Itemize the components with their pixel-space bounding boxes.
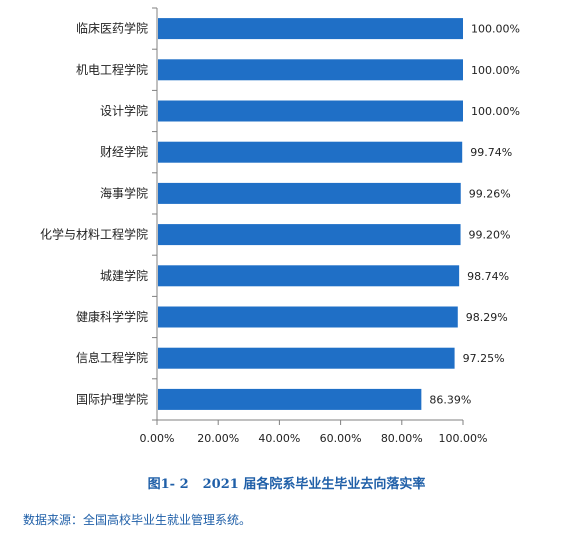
axis-layer	[152, 7, 464, 425]
bar-chart: 0.00% 20.00% 40.00% 60.00% 80.00% 100.00% 临床医药…	[40, 7, 520, 445]
x-tick-label: 60.00%	[320, 432, 362, 445]
data-source-note: 数据来源：全国高校毕业生就业管理系统。	[23, 513, 252, 527]
bar	[158, 59, 463, 81]
category-label: 城建学院	[100, 268, 148, 283]
value-label: 100.00%	[471, 23, 520, 36]
bars-layer	[158, 18, 463, 410]
category-label: 设计学院	[100, 103, 148, 118]
value-label: 98.29%	[466, 311, 508, 324]
bar	[158, 224, 461, 246]
category-label: 机电工程学院	[76, 62, 148, 77]
bar	[158, 18, 463, 40]
figure-title: 2021 届各院系毕业生毕业去向落实率	[202, 477, 426, 492]
x-tick-label: 40.00%	[258, 432, 300, 445]
value-label: 99.74%	[470, 146, 512, 159]
bar	[158, 388, 422, 410]
bar	[158, 265, 460, 287]
value-label: 99.26%	[469, 187, 511, 200]
value-label: 97.25%	[463, 352, 505, 365]
value-label: 99.20%	[469, 229, 511, 242]
bar	[158, 182, 461, 204]
figure-caption: 图1- 2 2021 届各院系毕业生毕业去向落实率	[0, 473, 573, 492]
category-label: 健康科学学院	[76, 309, 148, 324]
bar	[158, 141, 463, 163]
category-label: 海事学院	[100, 185, 148, 200]
value-label: 100.00%	[471, 64, 520, 77]
bar	[158, 306, 458, 328]
bar	[158, 347, 455, 369]
category-label: 化学与材料工程学院	[40, 227, 148, 242]
category-label: 国际护理学院	[76, 391, 148, 406]
x-tick-label: 20.00%	[197, 432, 239, 445]
category-label: 财经学院	[100, 144, 148, 159]
x-tick-label: 100.00%	[439, 432, 488, 445]
x-tick-label: 0.00%	[140, 432, 175, 445]
value-label: 100.00%	[471, 105, 520, 118]
value-label: 98.74%	[467, 270, 509, 283]
category-label: 临床医药学院	[76, 21, 148, 36]
labels-layer: 0.00% 20.00% 40.00% 60.00% 80.00% 100.00% 临床医药…	[40, 21, 520, 445]
category-label: 信息工程学院	[76, 350, 148, 365]
x-tick-label: 80.00%	[381, 432, 423, 445]
bar	[158, 100, 463, 122]
figure-number: 图1- 2	[147, 477, 189, 492]
value-label: 86.39%	[429, 393, 471, 406]
